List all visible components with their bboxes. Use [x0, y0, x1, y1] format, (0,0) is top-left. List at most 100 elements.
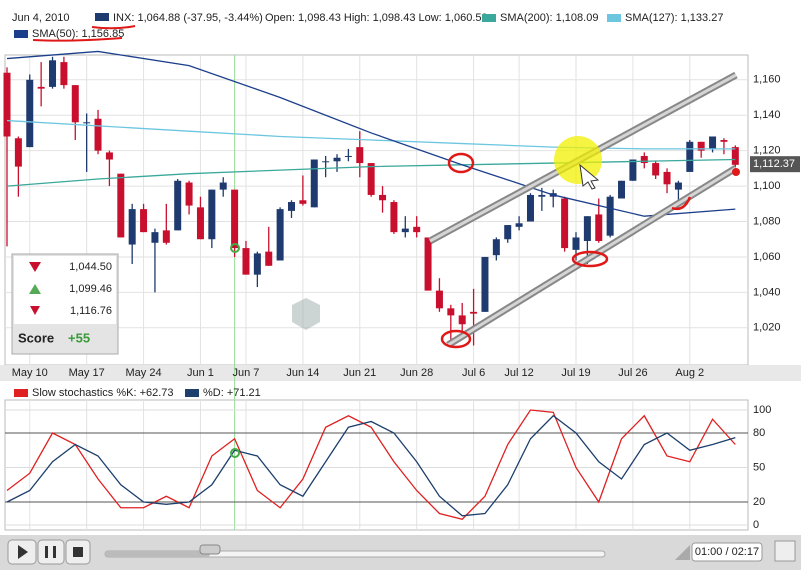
candle-body: [663, 171, 671, 185]
candle-body: [367, 163, 375, 195]
candle-body: [492, 239, 500, 256]
hand-dot: [732, 168, 740, 176]
stop-icon: [73, 547, 83, 557]
y-tick-label: 1,140: [753, 109, 781, 121]
candle-body: [288, 202, 295, 211]
fullscreen-button[interactable]: [774, 540, 796, 562]
legend-entry: SMA(127): 1,133.27: [625, 12, 723, 24]
seek-knob[interactable]: [199, 544, 221, 555]
sma-line: [6, 50, 736, 217]
hand-annotations: [32, 25, 740, 458]
y-tick-label: 1,040: [753, 286, 781, 298]
candle-body: [196, 207, 204, 240]
hand-underline: [32, 37, 123, 42]
x-tick-label: Jul 12: [504, 367, 533, 379]
candle-body: [231, 189, 239, 249]
price-tag: [750, 156, 800, 173]
x-tick-label: May 24: [126, 367, 162, 379]
candle-body: [697, 141, 705, 151]
signal-box: 1,044.50 1,099.46 1,116.76 Score +55: [11, 253, 119, 355]
hand-circle: [447, 152, 475, 174]
legend-entry: Slow stochastics %K: +62.73: [32, 387, 174, 399]
signal-value: 1,044.50: [69, 261, 112, 273]
legend-swatch: [185, 389, 199, 397]
x-tick-label: Jun 28: [400, 367, 433, 379]
pause-button[interactable]: [37, 539, 65, 565]
legend-swatch: [14, 30, 28, 38]
cursor: [579, 163, 600, 190]
chart-date: Jun 4, 2010: [12, 12, 70, 24]
candle-body: [310, 159, 318, 208]
watermark: [292, 298, 320, 330]
candle-body: [413, 226, 421, 233]
legend-entry: SMA(50): 1,156.85: [32, 28, 124, 40]
candle-body: [105, 152, 113, 160]
volume[interactable]: [675, 545, 690, 560]
legend-entry: %D: +71.21: [203, 387, 261, 399]
x-tick-label: Jul 26: [618, 367, 647, 379]
candle-body: [322, 161, 330, 163]
candle-body: [435, 290, 443, 309]
y-tick-label: 1,120: [753, 145, 781, 157]
candle-body: [162, 230, 170, 243]
y-tick-label: 0: [753, 519, 759, 531]
candle-body: [686, 141, 694, 172]
x-tick-label: Aug 2: [675, 367, 704, 379]
legend-swatch: [95, 13, 109, 21]
y-tick-label: 1,060: [753, 251, 781, 263]
candle-body: [526, 194, 534, 222]
y-tick-label: 100: [753, 404, 771, 416]
score-value: +55: [68, 330, 90, 345]
x-tick-label: Jul 19: [561, 367, 590, 379]
candle-body: [26, 79, 34, 148]
channel-line: [447, 166, 737, 347]
hand-circle: [571, 250, 609, 268]
x-tick-label: Jun 1: [187, 367, 214, 379]
watermark-icon: [292, 298, 320, 330]
signal-icon: [29, 262, 41, 272]
candle-body: [595, 214, 603, 241]
candle-body: [674, 182, 682, 190]
candle-body: [185, 182, 193, 206]
candle-body: [709, 136, 717, 149]
x-tick-label: May 17: [69, 367, 105, 379]
candle-body: [14, 138, 22, 167]
score-label: Score: [18, 330, 54, 345]
candle-body: [481, 256, 489, 312]
candle-body: [94, 118, 102, 151]
date-band: [0, 365, 801, 381]
candle-body: [37, 86, 45, 89]
candle-body: [720, 140, 728, 142]
pause-icon: [53, 546, 56, 558]
candle-body: [572, 237, 580, 250]
y-tick-label: 1,020: [753, 322, 781, 334]
signal-icon: [30, 306, 40, 315]
candle-body: [60, 62, 68, 86]
candle-body: [356, 147, 364, 164]
signal-value: 1,099.46: [69, 283, 112, 295]
candle-body: [333, 157, 341, 162]
signal-value: 1,116.76: [70, 305, 112, 317]
candle-body: [151, 232, 159, 243]
y-tick-label: 1,160: [753, 74, 781, 86]
y-tick-label: 1,080: [753, 215, 781, 227]
candle-body: [629, 159, 637, 181]
hand-circle: [671, 196, 692, 211]
y-tick-label: 1,100: [753, 180, 781, 192]
x-tick-label: Jul 6: [462, 367, 485, 379]
chart-title: INX: 1,064.88 (-37.95, -3.44%): [113, 12, 263, 24]
candle-body: [128, 209, 136, 245]
x-tick-label: Jun 14: [286, 367, 319, 379]
header: Jun 4, 2010 Open: 1,098.43 High: 1,098.4…: [12, 12, 488, 24]
signal-box-inner: [14, 256, 116, 324]
candle-body: [299, 200, 307, 204]
x-tick-label: Jun 21: [343, 367, 376, 379]
candle-body: [652, 163, 660, 176]
candle-body: [208, 189, 216, 240]
hand-circle: [440, 329, 472, 349]
hand-underline: [91, 25, 136, 30]
candle-body: [618, 180, 626, 199]
candle-body: [49, 60, 57, 87]
legend-swatch: [482, 14, 496, 22]
